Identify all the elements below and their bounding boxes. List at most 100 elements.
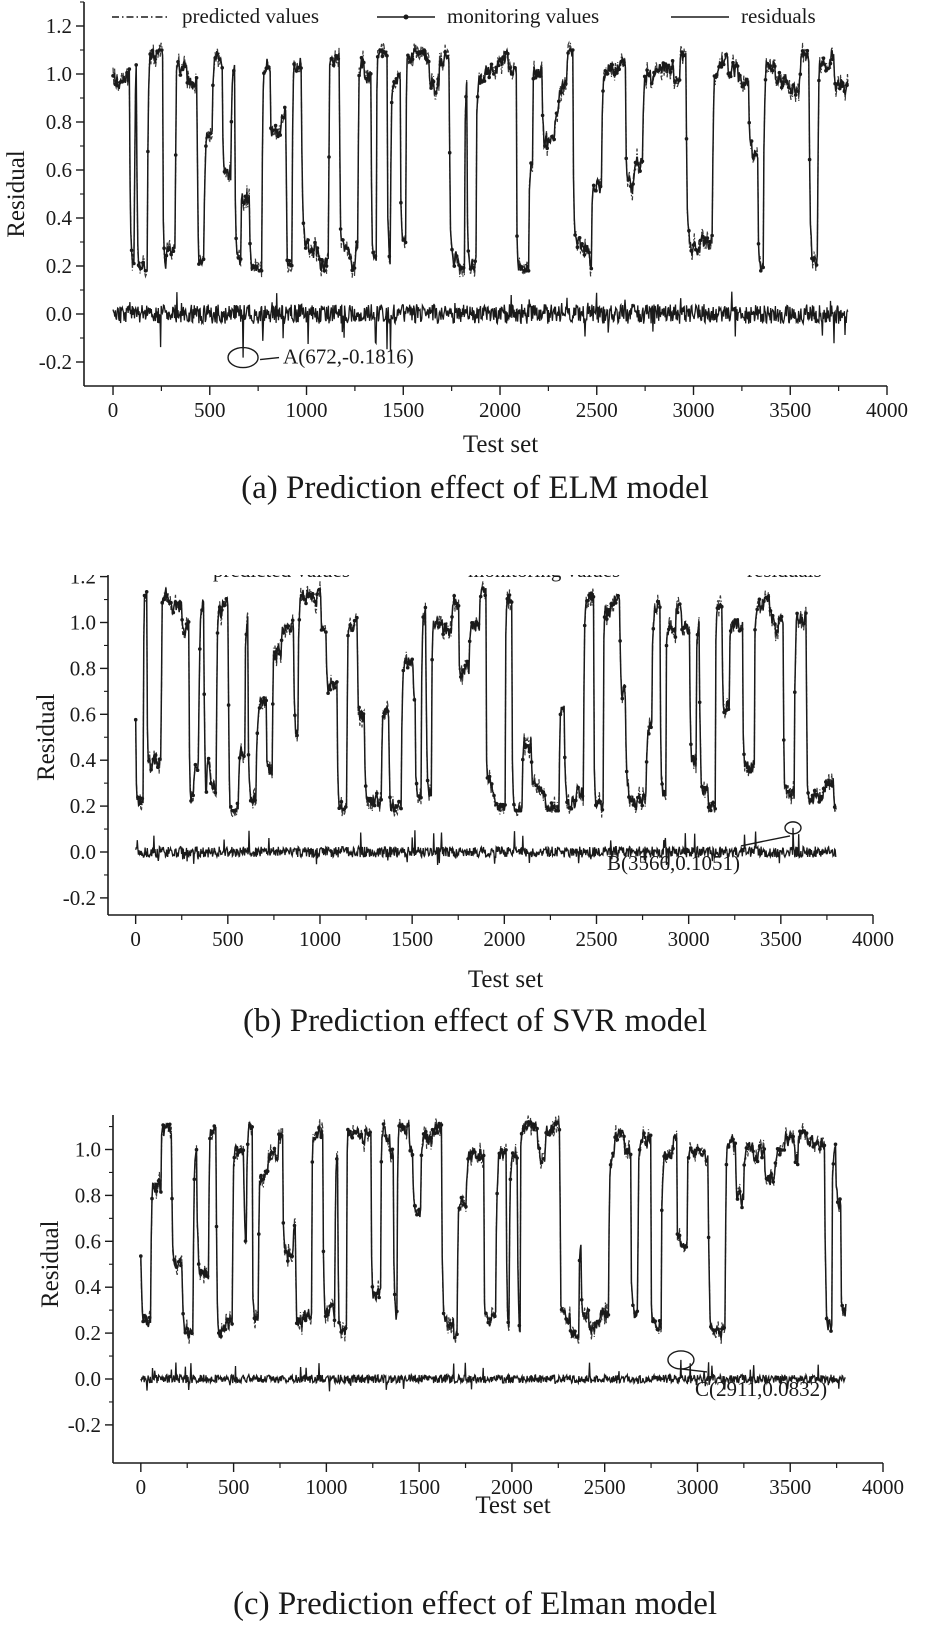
monitoring-point bbox=[359, 55, 364, 60]
monitoring-point bbox=[832, 805, 837, 809]
monitoring-point bbox=[613, 1135, 617, 1139]
x-tick-label: 2000 bbox=[479, 398, 521, 422]
monitoring-point bbox=[386, 709, 390, 714]
monitoring-point bbox=[125, 70, 129, 75]
monitoring-point bbox=[328, 687, 333, 692]
monitoring-point bbox=[534, 783, 538, 787]
monitoring-point bbox=[189, 799, 193, 803]
monitoring-point bbox=[489, 62, 494, 67]
monitoring-point bbox=[381, 1122, 386, 1126]
monitoring-point bbox=[199, 260, 204, 264]
monitoring-point bbox=[211, 83, 215, 88]
y-axis-label: Residual bbox=[37, 1220, 64, 1308]
monitoring-point bbox=[786, 789, 790, 794]
monitoring-point bbox=[330, 1302, 335, 1307]
x-tick-label: 4000 bbox=[862, 1475, 904, 1499]
monitoring-point bbox=[319, 1135, 324, 1140]
monitoring-point bbox=[640, 1139, 644, 1144]
monitoring-point bbox=[459, 675, 463, 679]
monitoring-point bbox=[174, 1265, 179, 1269]
monitoring-point bbox=[775, 629, 779, 633]
y-tick-label: 0.2 bbox=[75, 1321, 101, 1345]
monitoring-point bbox=[622, 684, 627, 689]
monitoring-point bbox=[167, 247, 171, 251]
monitoring-point bbox=[410, 1152, 415, 1157]
monitoring-point bbox=[401, 1125, 406, 1129]
monitoring-point bbox=[273, 123, 278, 128]
legend-monitoring-values: monitoring values bbox=[468, 575, 620, 582]
monitoring-point bbox=[631, 182, 635, 186]
monitoring-point bbox=[620, 696, 625, 701]
y-tick-label: 0.8 bbox=[70, 656, 96, 680]
monitoring-point bbox=[719, 65, 724, 69]
monitoring-point bbox=[331, 63, 336, 67]
monitoring-point bbox=[543, 793, 547, 798]
monitoring-point bbox=[835, 1200, 840, 1204]
monitoring-point bbox=[162, 597, 167, 602]
monitoring-point bbox=[466, 249, 471, 253]
monitoring-point bbox=[664, 1156, 669, 1160]
monitoring-point bbox=[281, 1221, 286, 1225]
monitoring-point bbox=[234, 236, 238, 241]
monitoring-point bbox=[535, 1126, 539, 1131]
monitoring-point bbox=[361, 1140, 366, 1145]
monitoring-point bbox=[455, 1332, 459, 1337]
monitoring-point bbox=[183, 64, 187, 69]
monitoring-point bbox=[272, 1146, 277, 1151]
monitoring-point bbox=[254, 1316, 259, 1321]
monitoring-point bbox=[768, 64, 772, 68]
monitoring-point bbox=[526, 269, 531, 273]
monitoring-point bbox=[519, 265, 524, 269]
monitoring-point bbox=[728, 629, 733, 633]
elm-chart: 0 500 1000 1500 2000 2500 3000 3500 4000 -0.2 0.0 0… bbox=[3, 1, 908, 458]
monitoring-point bbox=[569, 806, 574, 811]
x-tick-label: 1000 bbox=[299, 927, 341, 951]
monitoring-point bbox=[670, 59, 675, 63]
monitoring-point bbox=[381, 714, 386, 719]
monitoring-point bbox=[762, 599, 766, 603]
monitoring-point bbox=[306, 238, 310, 242]
monitoring-point bbox=[341, 238, 345, 242]
annotation-circle bbox=[784, 821, 802, 835]
monitoring-point bbox=[361, 712, 366, 716]
chart-panel-svr: 0 500 1000 1500 2000 2500 3000 3500 4000 -0.2 0.0 0… bbox=[0, 575, 950, 1095]
monitoring-point bbox=[474, 620, 479, 624]
monitoring-point bbox=[257, 706, 262, 710]
monitoring-point bbox=[658, 605, 662, 609]
monitoring-point bbox=[806, 791, 810, 795]
monitoring-point bbox=[355, 615, 359, 620]
monitoring-point bbox=[283, 1250, 288, 1254]
monitoring-point bbox=[529, 760, 534, 764]
monitoring-point bbox=[788, 793, 793, 798]
monitoring-point bbox=[726, 707, 731, 712]
monitoring-point bbox=[689, 1146, 693, 1150]
monitoring-point bbox=[379, 797, 384, 802]
monitoring-point bbox=[408, 662, 412, 666]
monitoring-point bbox=[457, 263, 461, 267]
y-tick-label: 0.0 bbox=[70, 840, 96, 864]
monitoring-point bbox=[426, 1140, 430, 1144]
monitoring-point bbox=[542, 1157, 546, 1161]
monitoring-point bbox=[686, 1155, 691, 1160]
monitoring-point bbox=[770, 613, 775, 618]
monitoring-point bbox=[129, 248, 134, 253]
monitoring-point bbox=[172, 1258, 176, 1262]
monitoring-point bbox=[336, 57, 341, 61]
monitoring-point bbox=[733, 1141, 738, 1146]
monitoring-point bbox=[575, 1335, 579, 1339]
y-axis-label: Residual bbox=[33, 693, 60, 781]
x-tick-label: 500 bbox=[212, 927, 244, 951]
x-tick-label: 0 bbox=[130, 927, 141, 951]
monitoring-point bbox=[742, 1163, 746, 1167]
monitoring-point bbox=[270, 1151, 275, 1155]
monitoring-point bbox=[594, 188, 598, 193]
monitoring-point bbox=[652, 70, 656, 75]
monitoring-point bbox=[484, 1311, 488, 1316]
monitoring-point bbox=[691, 754, 695, 759]
monitoring-point bbox=[769, 1173, 773, 1178]
monitoring-point bbox=[596, 181, 601, 185]
monitoring-point bbox=[423, 605, 428, 610]
monitoring-point bbox=[577, 1258, 582, 1263]
monitoring-point bbox=[232, 68, 236, 73]
monitoring-point bbox=[784, 79, 789, 84]
